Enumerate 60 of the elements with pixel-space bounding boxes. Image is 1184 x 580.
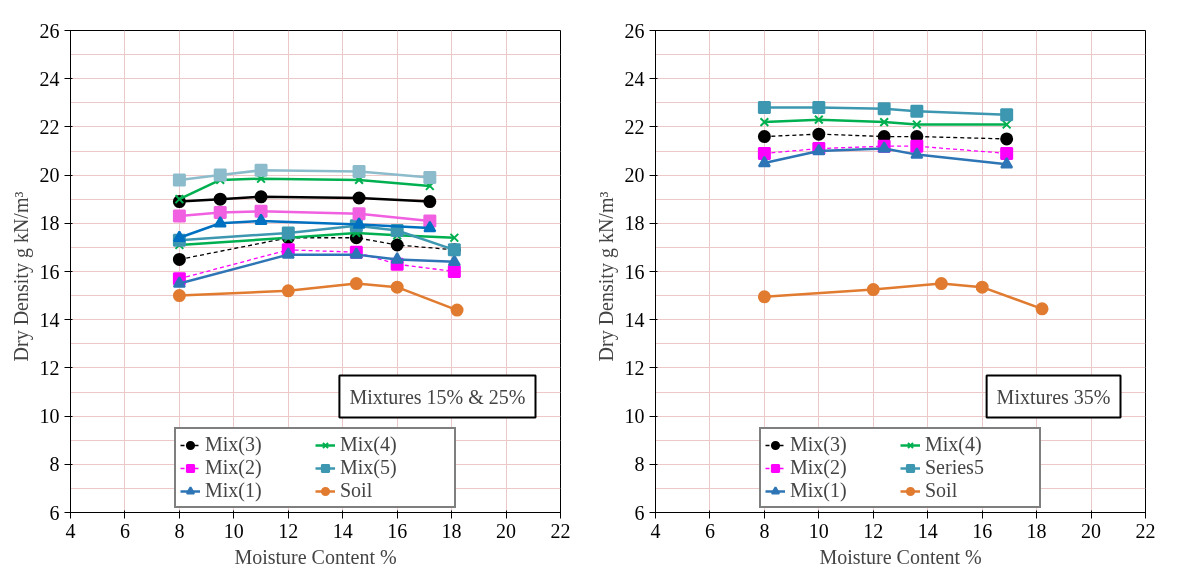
y-tick-label: 20 xyxy=(39,164,60,187)
x-tick-label: 8 xyxy=(759,519,770,542)
legend-label: Mix(4) xyxy=(340,433,398,456)
legend-label: Mix(2) xyxy=(205,456,263,479)
x-tick-label: 8 xyxy=(174,519,185,542)
y-tick-label: 8 xyxy=(49,453,60,476)
y-tick-label: 8 xyxy=(634,453,645,476)
y-tick-label: 22 xyxy=(39,115,60,138)
y-tick-label: 26 xyxy=(39,19,60,42)
legend-label: Mix(4) xyxy=(925,433,983,456)
x-tick-label: 12 xyxy=(278,519,299,542)
y-tick-label: 10 xyxy=(624,405,645,428)
y-tick-label: 10 xyxy=(39,405,60,428)
x-tick-label: 20 xyxy=(1081,519,1102,542)
y-tick-label: 18 xyxy=(39,212,60,235)
y-tick-label: 26 xyxy=(624,19,645,42)
y-tick-label: 20 xyxy=(624,164,645,187)
x-tick-label: 6 xyxy=(119,519,130,542)
x-tick-label: 18 xyxy=(441,519,462,542)
annotation: Mixtures 15% & 25% xyxy=(349,385,526,408)
legend-label: Mix(1) xyxy=(205,479,263,502)
y-tick-label: 14 xyxy=(39,308,60,331)
y-tick-label: 14 xyxy=(624,308,645,331)
x-tick-label: 14 xyxy=(332,519,353,542)
x-tick-label: 16 xyxy=(972,519,993,542)
x-axis-title: Moisture Content % xyxy=(234,545,397,568)
legend-label: Mix(3) xyxy=(790,433,848,456)
x-tick-label: 22 xyxy=(550,519,571,542)
legend-label: Mix(3) xyxy=(205,433,263,456)
x-tick-label: 10 xyxy=(223,519,244,542)
legend-label: Soil xyxy=(925,479,959,502)
y-axis-title: Dry Density g kN/m³ xyxy=(9,191,33,362)
y-tick-label: 24 xyxy=(624,67,645,90)
legend-label: Mix(5) xyxy=(340,456,398,479)
y-tick-label: 12 xyxy=(39,356,60,379)
y-tick-label: 22 xyxy=(624,115,645,138)
y-tick-label: 6 xyxy=(634,501,645,524)
x-tick-label: 12 xyxy=(863,519,884,542)
legend-label: Mix(2) xyxy=(790,456,848,479)
x-tick-label: 18 xyxy=(1026,519,1047,542)
y-tick-label: 16 xyxy=(624,260,645,283)
y-tick-label: 16 xyxy=(39,260,60,283)
x-axis-title: Moisture Content % xyxy=(819,545,982,568)
legend-label: Mix(1) xyxy=(790,479,848,502)
x-tick-label: 4 xyxy=(650,519,661,542)
x-tick-label: 4 xyxy=(65,519,76,542)
y-axis-title: Dry Density g kN/m³ xyxy=(594,191,618,362)
legend-label: Series5 xyxy=(925,456,985,479)
x-tick-label: 22 xyxy=(1135,519,1156,542)
x-tick-label: 16 xyxy=(387,519,408,542)
annotation: Mixtures 35% xyxy=(996,385,1111,408)
x-tick-label: 6 xyxy=(704,519,715,542)
y-tick-label: 12 xyxy=(624,356,645,379)
y-tick-label: 6 xyxy=(49,501,60,524)
x-tick-label: 20 xyxy=(496,519,517,542)
x-tick-label: 14 xyxy=(917,519,938,542)
y-tick-label: 18 xyxy=(624,212,645,235)
x-tick-label: 10 xyxy=(808,519,829,542)
y-tick-label: 24 xyxy=(39,67,60,90)
legend-label: Soil xyxy=(340,479,374,502)
